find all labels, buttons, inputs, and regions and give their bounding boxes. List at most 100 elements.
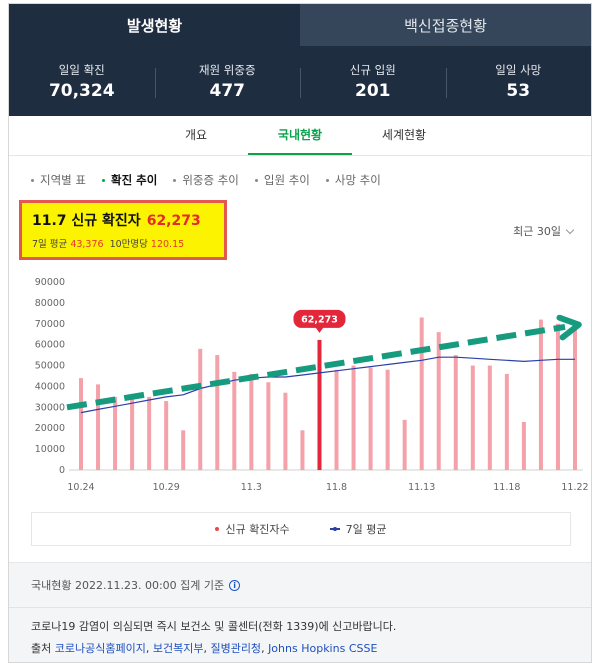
period-label: 최근 30일 bbox=[513, 225, 561, 238]
bar bbox=[266, 382, 271, 470]
highlight-tooltip bbox=[293, 309, 346, 328]
x-tick-label: 10.24 bbox=[67, 482, 94, 493]
bar bbox=[147, 396, 152, 470]
stat-value: 70,324 bbox=[48, 81, 115, 101]
bar bbox=[300, 430, 305, 470]
source-link-mohw[interactable]: 보건복지부 bbox=[152, 642, 204, 655]
tab-domestic[interactable]: 국내현황 bbox=[248, 116, 352, 155]
source-link-kdca-home[interactable]: 코로나공식홈페이지 bbox=[54, 642, 146, 655]
legend-label: 신규 확진자수 bbox=[225, 523, 290, 536]
bar bbox=[96, 384, 101, 470]
source-link-kdca[interactable]: 질병관리청 bbox=[210, 642, 262, 655]
y-tick-label: 50000 bbox=[35, 361, 65, 372]
filter-label: 확진 추이 bbox=[110, 173, 158, 187]
trend-arrow-head bbox=[556, 314, 582, 341]
stat-daily-cases: 일일 확진 70,324 bbox=[9, 62, 155, 116]
tab-overview[interactable]: 개요 bbox=[184, 128, 208, 142]
bar bbox=[504, 373, 509, 470]
bar bbox=[470, 365, 475, 470]
tab-vaccination-status[interactable]: 백신접종현황 bbox=[300, 4, 591, 46]
filter-admission-trend[interactable]: 입원 추이 bbox=[254, 168, 310, 192]
stat-new-admissions: 신규 입원 201 bbox=[300, 62, 446, 116]
highlight-number: 62,273 bbox=[146, 213, 201, 229]
bar bbox=[79, 378, 83, 470]
bar bbox=[334, 369, 339, 470]
highlight-title: 11.7 신규 확진자 62,273 bbox=[32, 210, 214, 230]
filter-label: 사망 추이 bbox=[334, 173, 381, 187]
filter-cases-trend[interactable]: 확진 추이 bbox=[101, 168, 158, 192]
bullet-icon bbox=[325, 178, 329, 182]
chevron-down-icon bbox=[565, 225, 575, 235]
stat-value: 201 bbox=[355, 81, 391, 101]
divider bbox=[9, 607, 591, 608]
stat-label: 일일 사망 bbox=[495, 63, 542, 77]
tab-outbreak-status[interactable]: 발생현황 bbox=[126, 16, 183, 35]
bar bbox=[164, 401, 169, 470]
bar bbox=[573, 323, 577, 470]
stats-bar: 일일 확진 70,324 재원 위중증 477 신규 입원 201 일일 사망 … bbox=[9, 46, 591, 116]
stat-label: 일일 확진 bbox=[58, 63, 105, 77]
legend-line-icon bbox=[329, 527, 340, 531]
x-tick-label: 11.18 bbox=[493, 482, 520, 493]
chart-legend: 신규 확진자수 7일 평균 bbox=[31, 512, 571, 546]
x-tick-label: 11.8 bbox=[326, 482, 347, 493]
filter-label: 입원 추이 bbox=[263, 173, 310, 187]
source-line: 출처 코로나공식홈페이지, 보건복지부, 질병관리청, Johns Hopkin… bbox=[31, 642, 378, 655]
x-tick-label: 10.29 bbox=[153, 482, 180, 493]
stat-critical: 재원 위중증 477 bbox=[154, 62, 301, 116]
highlight-box: 11.7 신규 확진자 62,273 7일 평균 43,376 10만명당 120.… bbox=[19, 200, 227, 260]
bar bbox=[436, 332, 441, 470]
y-tick-label: 20000 bbox=[35, 423, 65, 434]
bar bbox=[249, 373, 254, 470]
bar bbox=[402, 419, 407, 470]
highlight-date-label: 11.7 신규 확진자 bbox=[32, 213, 141, 229]
per100k-label: 10만명당 bbox=[109, 239, 148, 250]
trend-arrow-line bbox=[66, 323, 566, 411]
bar bbox=[385, 369, 390, 470]
per100k-value: 120.15 bbox=[150, 239, 185, 250]
avg-label: 7일 평균 bbox=[32, 239, 68, 250]
stat-value: 53 bbox=[506, 81, 531, 101]
cases-chart: 0 10000 20000 30000 40000 50000 60000 70000 8000… bbox=[35, 277, 589, 493]
bullet-icon bbox=[254, 178, 258, 182]
x-tick-label: 11.3 bbox=[241, 482, 262, 493]
top-tabs: 발생현황 백신접종현황 bbox=[9, 4, 591, 46]
bar bbox=[453, 355, 458, 470]
y-tick-label: 30000 bbox=[35, 402, 65, 413]
legend-label: 7일 평균 bbox=[345, 523, 387, 536]
tooltip-pointer bbox=[315, 327, 324, 333]
stat-label: 재원 위중증 bbox=[198, 63, 256, 77]
sub-tabs: 개요 국내현황 세계현황 bbox=[9, 116, 591, 156]
y-tick-label: 10000 bbox=[35, 444, 65, 455]
y-tick-label: 40000 bbox=[35, 381, 65, 392]
info-icon[interactable]: i bbox=[229, 579, 241, 591]
filter-critical-trend[interactable]: 위중증 추이 bbox=[173, 168, 239, 192]
bar bbox=[232, 371, 237, 470]
legend-item-new-cases[interactable]: 신규 확진자수 bbox=[215, 521, 290, 537]
bullet-icon bbox=[31, 178, 34, 182]
y-tick-label: 70000 bbox=[35, 319, 65, 330]
filter-death-trend[interactable]: 사망 추이 bbox=[325, 168, 381, 192]
source-link-jhu[interactable]: Johns Hopkins CSSE bbox=[268, 642, 378, 655]
bar bbox=[283, 392, 288, 470]
bar-highlighted bbox=[317, 339, 322, 470]
filter-label: 위중증 추이 bbox=[182, 173, 239, 187]
highlight-tooltip-label: 62,273 bbox=[301, 314, 338, 325]
legend-item-7day-avg[interactable]: 7일 평균 bbox=[329, 521, 387, 537]
period-dropdown[interactable]: 최근 30일 bbox=[513, 223, 575, 239]
source-label: 출처 bbox=[31, 642, 52, 655]
bar bbox=[487, 365, 492, 470]
tab-global[interactable]: 세계현황 bbox=[381, 128, 427, 142]
bar bbox=[130, 394, 135, 470]
notice-text: 코로나19 감염이 의심되면 즉시 보건소 및 콜센터(전화 1339)에 신고… bbox=[31, 620, 397, 633]
avg-value: 43,376 bbox=[70, 239, 104, 250]
filter-label: 지역별 표 bbox=[40, 173, 86, 187]
bar bbox=[351, 365, 356, 470]
filter-region-table[interactable]: 지역별 표 bbox=[31, 168, 86, 192]
covid-status-panel: 발생현황 백신접종현황 일일 확진 70,324 재원 위중증 477 신규 입… bbox=[8, 3, 592, 663]
x-tick-label: 11.22 bbox=[561, 482, 588, 493]
y-tick-label: 0 bbox=[59, 465, 65, 476]
bar bbox=[538, 319, 543, 470]
bar bbox=[113, 396, 118, 470]
highlight-subtitle: 7일 평균 43,376 10만명당 120.15 bbox=[32, 236, 214, 250]
